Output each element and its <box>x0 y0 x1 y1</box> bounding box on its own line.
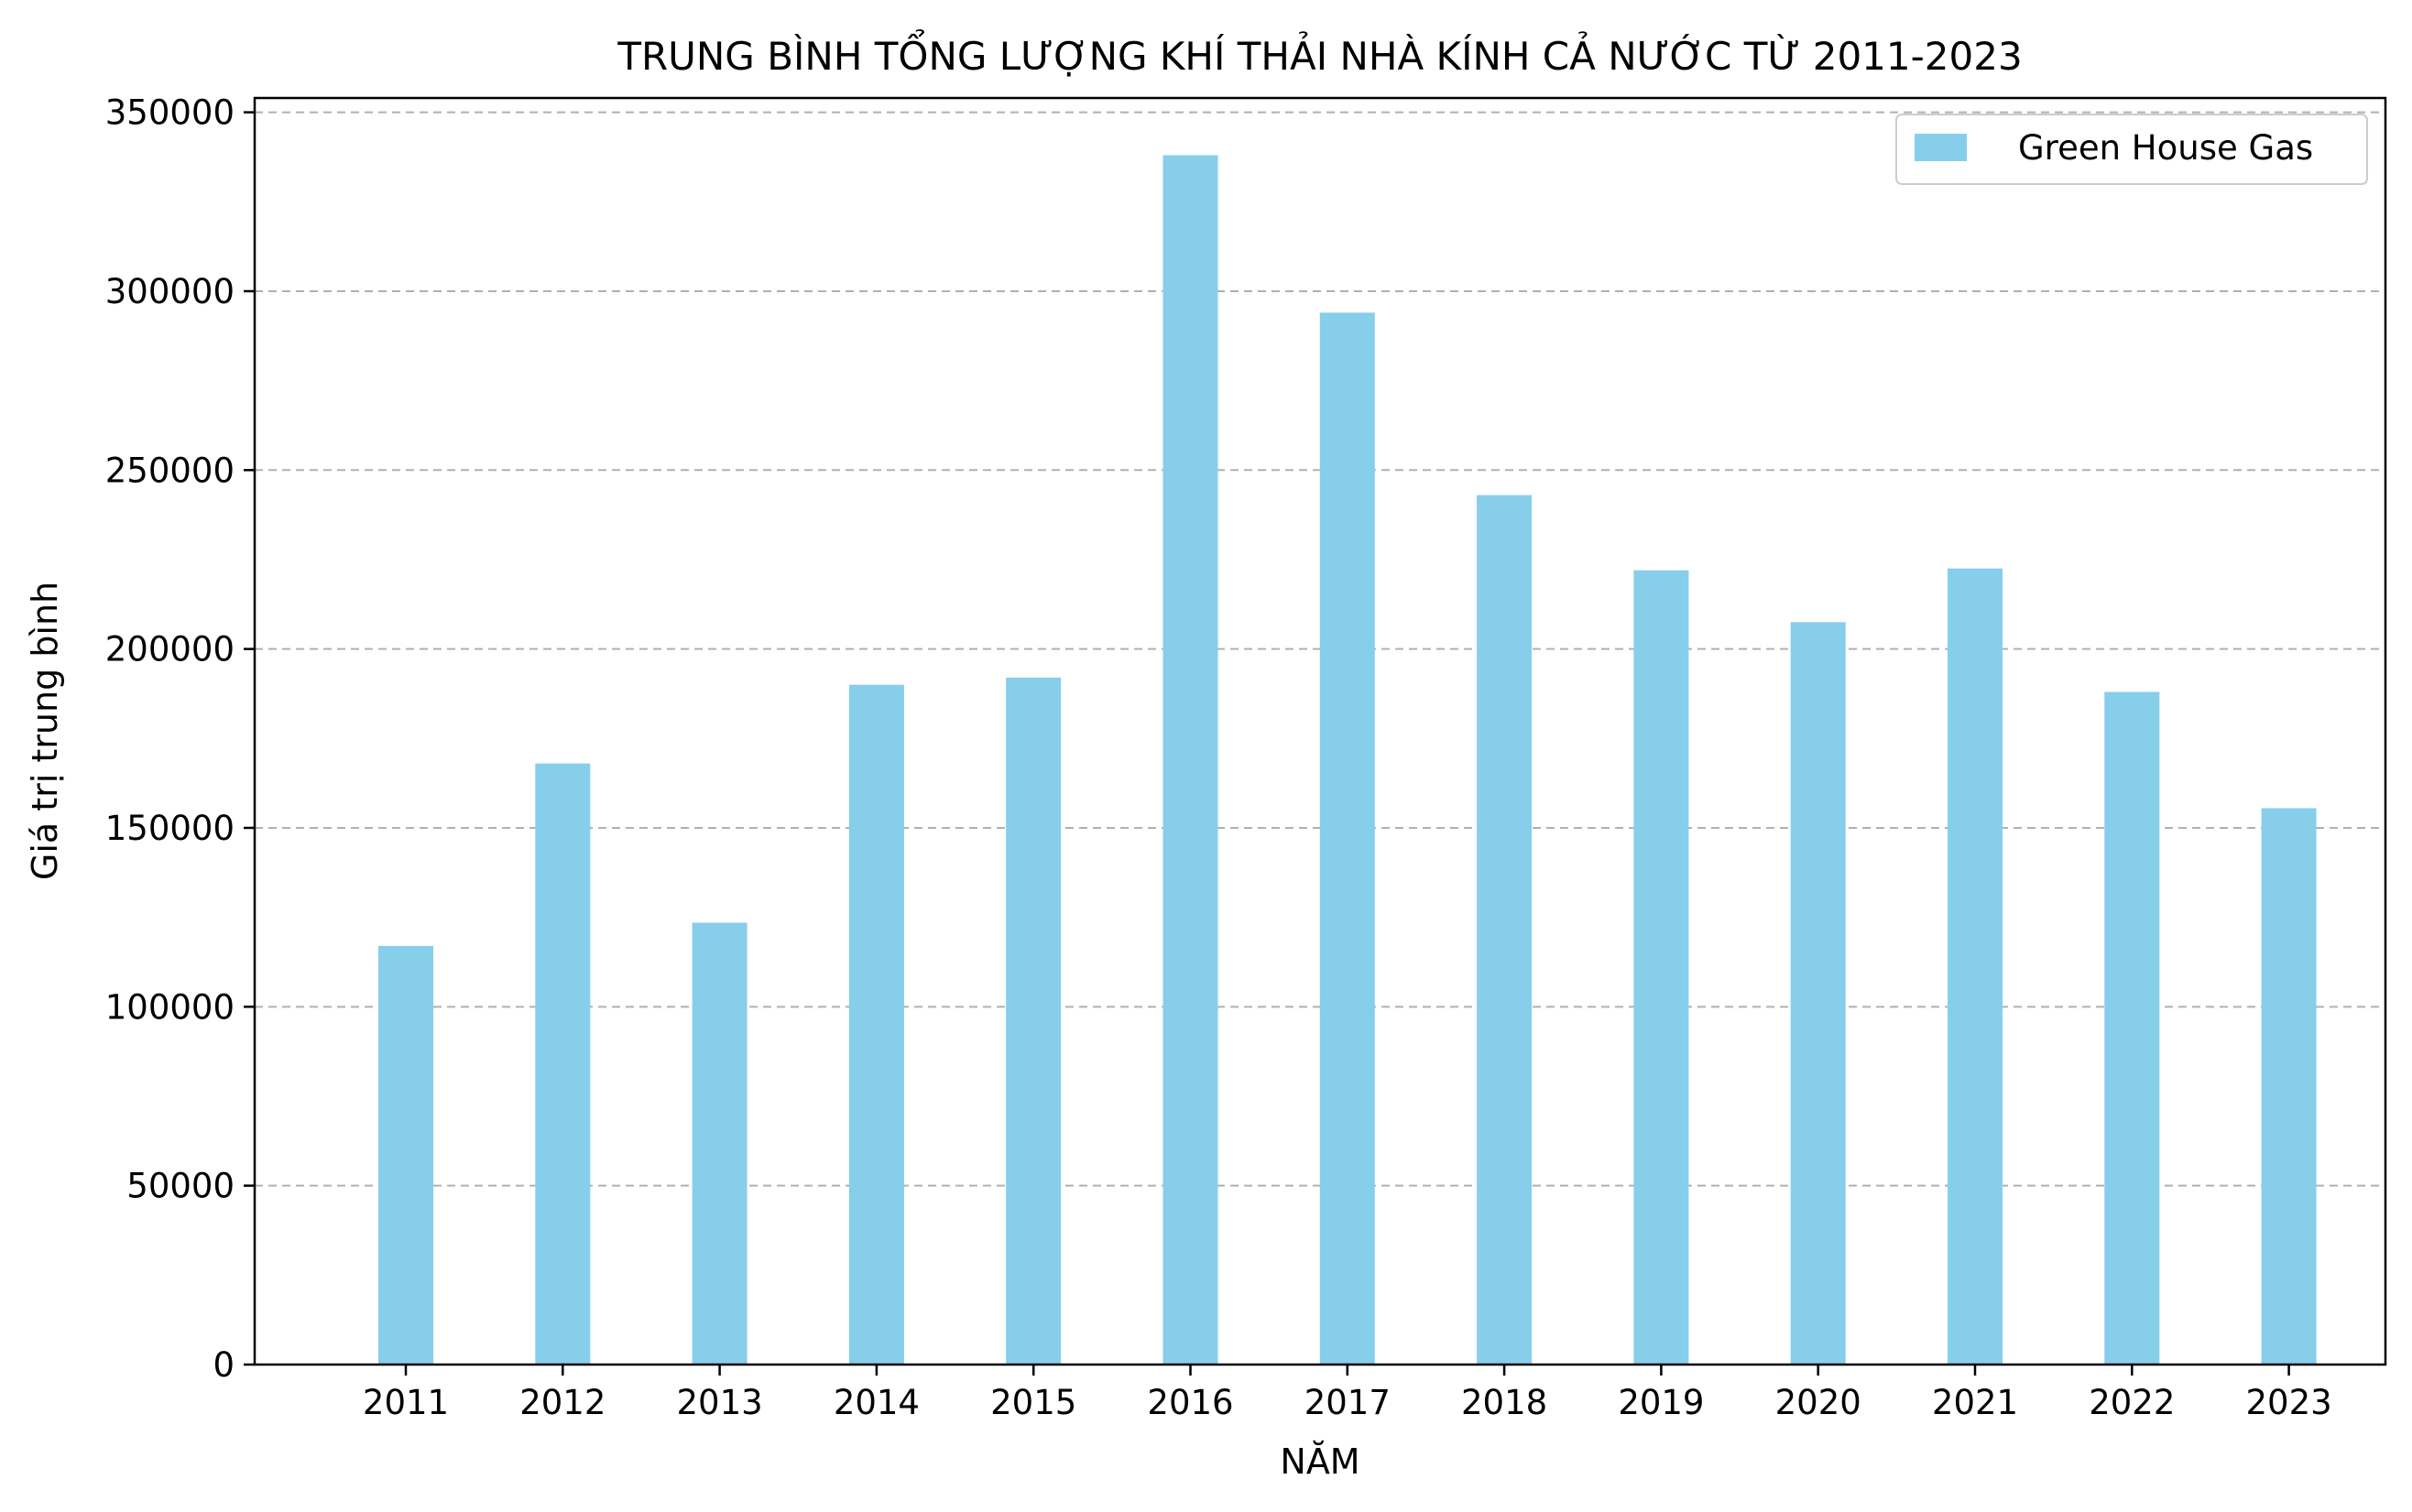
y-tick-label: 250000 <box>105 451 235 490</box>
legend-label: Green House Gas <box>2018 128 2313 168</box>
bar-2018 <box>1477 495 1533 1365</box>
bar-2014 <box>848 684 904 1365</box>
bar-series <box>378 155 2317 1365</box>
bar-2012 <box>535 763 591 1365</box>
x-tick-label: 2021 <box>1932 1383 2018 1422</box>
bar-2011 <box>378 945 433 1365</box>
bar-2013 <box>692 922 748 1365</box>
x-tick-label: 2012 <box>519 1383 606 1422</box>
x-axis-ticks: 2011 2012 2013 2014 2015 2016 2017 2018 2019 2020… <box>363 1365 2332 1422</box>
legend-swatch <box>1915 134 1967 161</box>
legend-box <box>1895 114 2368 185</box>
bar-2021 <box>1948 568 2003 1365</box>
x-tick-label: 2011 <box>363 1383 449 1422</box>
bar-2019 <box>1633 570 1689 1365</box>
bar-2016 <box>1162 155 1218 1365</box>
x-tick-label: 2019 <box>1618 1383 1704 1422</box>
y-axis-title: Giá trị trung bình <box>25 582 65 880</box>
x-tick-label: 2017 <box>1304 1383 1391 1422</box>
y-tick-label: 100000 <box>105 987 235 1027</box>
y-tick-label: 300000 <box>105 272 235 311</box>
x-tick-label: 2013 <box>677 1383 763 1422</box>
y-tick-label: 350000 <box>105 93 235 133</box>
x-tick-label: 2015 <box>990 1383 1076 1422</box>
y-tick-label: 50000 <box>126 1167 235 1206</box>
x-axis-title: NĂM <box>1280 1441 1359 1482</box>
y-tick-label: 0 <box>213 1345 235 1385</box>
y-tick-label: 200000 <box>105 630 235 669</box>
bar-2017 <box>1319 312 1375 1365</box>
bar-2015 <box>1006 677 1062 1365</box>
legend: Green House Gas <box>1895 114 2368 185</box>
bar-2022 <box>2104 691 2160 1365</box>
x-tick-label: 2022 <box>2089 1383 2175 1422</box>
bar-2020 <box>1790 622 1846 1365</box>
y-tick-label: 150000 <box>105 809 235 848</box>
x-tick-label: 2020 <box>1775 1383 1861 1422</box>
x-tick-label: 2014 <box>834 1383 920 1422</box>
chart-title: TRUNG BÌNH TỔNG LƯỢNG KHÍ THẢI NHÀ KÍNH … <box>617 28 2022 79</box>
bar-2023 <box>2261 808 2317 1365</box>
x-tick-label: 2016 <box>1147 1383 1233 1422</box>
x-tick-label: 2023 <box>2246 1383 2332 1422</box>
plot-frame <box>253 96 2387 1366</box>
y-axis-ticks: 0 50000 100000 150000 200000 250000 300000 3500… <box>105 93 255 1385</box>
x-tick-label: 2018 <box>1461 1383 1547 1422</box>
